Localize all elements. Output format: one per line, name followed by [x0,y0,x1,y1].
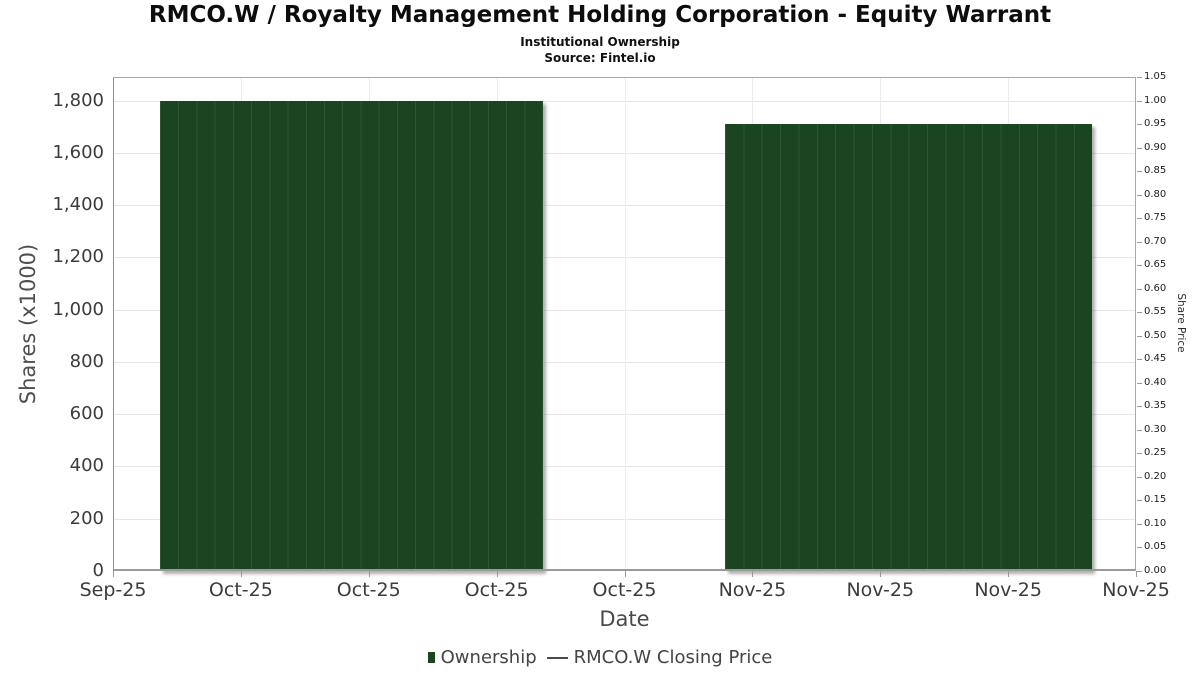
y-axis-right-tick-label: 0.15 [1144,494,1167,506]
x-axis-tick [624,571,626,577]
y-axis-right-tick [1137,359,1142,361]
y-axis-right-tick [1137,429,1142,431]
y-axis-left-tick-label: 1,600 [52,141,104,163]
y-axis-right-tick [1137,100,1142,102]
y-axis-right-tick-label: 0.70 [1144,235,1167,247]
y-axis-right-tick-label: 0.10 [1144,517,1167,529]
legend-item-ownership[interactable]: Ownership [427,647,537,668]
legend-label-ownership: Ownership [440,647,537,668]
y-axis-left-tick-label: 0 [92,560,104,581]
y-axis-right-tick-label: 1.05 [1144,71,1167,82]
y-axis-left-tick-label: 600 [69,403,104,425]
x-axis-tick-label: Nov-25 [846,579,915,601]
x-axis-tick [368,571,370,577]
y-axis-right-tick [1137,476,1142,478]
y-axis-right-tick-label: 0.95 [1144,118,1167,130]
y-axis-right-tick [1137,288,1142,290]
y-axis-right-tick [1137,500,1142,502]
chart-title: RMCO.W / Royalty Management Holding Corp… [148,2,1052,28]
y-axis-right-tick [1137,571,1142,572]
y-axis-right-tick-label: 0.90 [1144,141,1167,153]
legend-item-closing-price[interactable]: RMCO.W Closing Price [546,647,773,668]
closing-price-line-marker-icon [546,656,568,659]
x-axis-tick-label: Oct-25 [464,579,529,601]
v-gridline [624,77,626,571]
x-axis-tick [1136,571,1137,577]
y-axis-right-tick-label: 0.45 [1144,353,1167,365]
y-axis-right-tick-label: 0.25 [1144,447,1167,459]
x-axis-tick-label: Nov-25 [718,579,787,601]
x-axis-tick-label: Oct-25 [336,579,401,601]
y-axis-right-label: Share Price [1175,293,1187,353]
y-axis-right-tick [1137,406,1142,408]
ownership-bar-marker-icon [427,652,435,663]
x-axis-label: Date [599,607,650,631]
x-axis-tick-label: Oct-25 [208,579,273,601]
y-axis-right-tick [1137,124,1142,126]
x-axis-tick [880,571,882,577]
y-axis-right-tick [1137,453,1142,455]
y-axis-right-tick-label: 0.40 [1144,376,1167,388]
y-axis-right-tick-label: 0.55 [1144,306,1167,318]
y-axis-right-tick [1137,147,1142,149]
y-axis-right-tick [1137,265,1142,267]
y-axis-left-tick-label: 1,000 [52,298,104,320]
y-axis-right-tick [1137,194,1142,196]
y-axis-right-tick [1137,382,1142,384]
x-axis-tick [1008,571,1010,577]
y-axis-right-tick-label: 0.80 [1144,188,1167,200]
chart-subtitle: Institutional Ownership [520,35,680,49]
ownership-bar-segment [160,100,543,571]
y-axis-left-label: Shares (x1000) [16,243,40,405]
y-axis-right-tick-label: 0.85 [1144,165,1167,177]
x-axis-tick-label: Nov-25 [974,579,1042,601]
y-axis-right-tick-label: 1.00 [1144,94,1167,106]
x-axis-tick [240,571,242,577]
x-axis-tick-label: Nov-25 [1102,579,1170,601]
y-axis-right-tick-label: 0.50 [1144,329,1167,341]
y-axis-right-tick-label: 0.20 [1144,470,1167,482]
y-axis-left-tick-label: 1,200 [52,246,104,268]
y-axis-right-tick-label: 0.05 [1144,541,1167,553]
y-axis-right-tick-label: 0.35 [1144,400,1167,412]
y-axis-left-tick-label: 200 [69,507,104,529]
x-axis-tick-label: Sep-25 [79,579,147,601]
y-axis-right-tick [1137,218,1142,220]
y-axis-left-tick-label: 800 [69,350,104,372]
x-axis-tick-label: Oct-25 [592,579,657,601]
y-axis-right-tick [1137,77,1142,78]
y-axis-right-tick-label: 0.65 [1144,259,1167,271]
y-axis-right-tick-label: 0.00 [1144,565,1167,576]
y-axis-left-tick-label: 400 [69,455,104,477]
x-axis-tick [752,571,754,577]
y-axis-right-tick [1137,241,1142,243]
y-axis-right-tick [1137,523,1142,525]
y-axis-right-tick [1137,312,1142,314]
legend-label-closing-price: RMCO.W Closing Price [573,647,773,668]
y-axis-right-tick-label: 0.30 [1144,423,1167,435]
y-axis-right-tick-label: 0.75 [1144,212,1167,224]
x-axis-tick [113,571,114,577]
y-axis-right-tick [1137,547,1142,549]
y-axis-right-tick [1137,335,1142,337]
y-axis-right-tick-label: 0.60 [1144,282,1167,294]
y-axis-right-tick [1137,171,1142,173]
y-axis-left-tick-label: 1,400 [52,194,104,216]
ownership-bar-segment [724,124,1092,571]
x-axis-tick [496,571,498,577]
chart-source: Source: Fintel.io [544,51,656,65]
y-axis-left-tick-label: 1,800 [52,89,104,111]
legend: Ownership RMCO.W Closing Price [0,647,1200,668]
